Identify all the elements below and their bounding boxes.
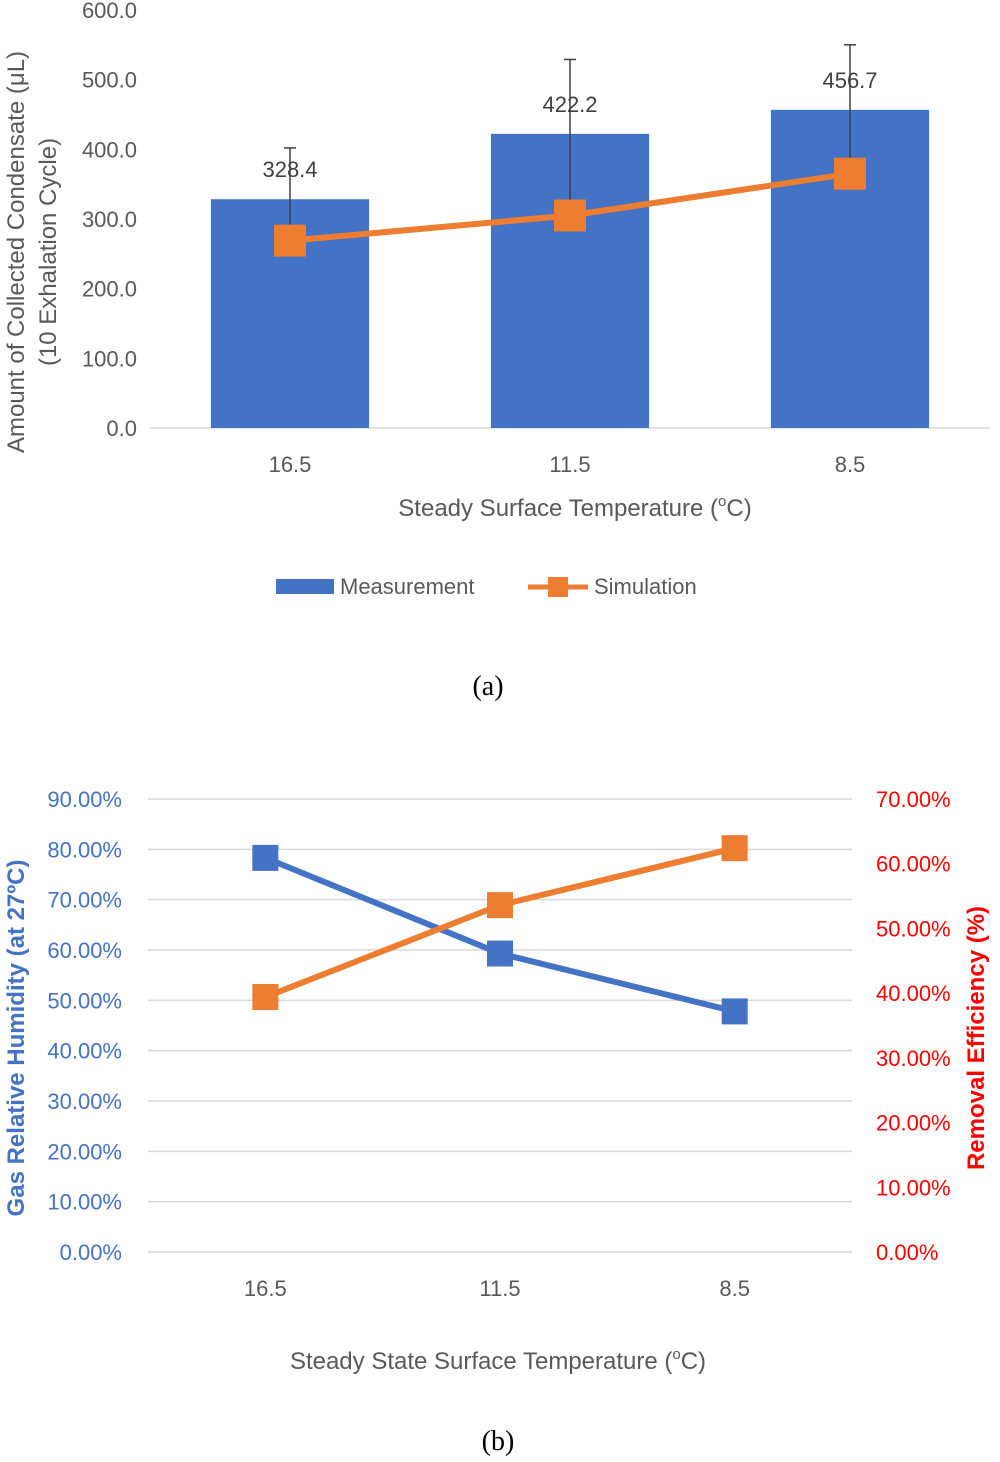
chart-b-left-y-tick-label: 0.00% [60, 1240, 122, 1265]
chart-a-error-bars [284, 44, 856, 251]
chart-b-humidity-marker [487, 940, 513, 967]
chart-a-y-tick-label: 0.0 [106, 416, 137, 441]
chart-b-left-y-tick-label: 70.00% [47, 888, 122, 913]
chart-b-right-y-axis-title: Removal Efficiency (%) [963, 906, 990, 1170]
chart-a-x-tick-label: 16.5 [269, 452, 312, 477]
chart-b-right-y-tick-label: 20.00% [876, 1111, 951, 1136]
chart-b-efficiency-marker [721, 835, 748, 862]
chart-b-humidity-line [264, 855, 736, 1015]
legend-measurement-label: Measurement [340, 574, 475, 599]
chart-b-x-tick-label: 11.5 [479, 1276, 520, 1301]
chart-a-y-tick-label: 600.0 [82, 0, 137, 23]
chart-a-y-tick-label: 200.0 [82, 277, 137, 302]
chart-b-humidity-marker [721, 998, 748, 1025]
chart-a-data-labels: 328.4 422.2 456.7 [262, 68, 877, 182]
chart-b-right-y-tick-label: 40.00% [876, 981, 951, 1006]
chart-a-data-label: 422.2 [542, 92, 597, 117]
chart-a-y-axis-title-line2: (10 Exhalation Cycle) [35, 138, 62, 366]
chart-b-x-ticks: 16.5 11.5 8.5 [244, 1276, 750, 1301]
panel-label-b: (b) [482, 1426, 515, 1457]
chart-b-left-y-tick-label: 40.00% [47, 1039, 122, 1064]
chart-b-x-tick-label: 16.5 [244, 1276, 287, 1301]
chart-a-x-tick-label: 8.5 [835, 452, 866, 477]
chart-b-left-y-tick-label: 50.00% [47, 988, 122, 1013]
chart-a-y-axis-title-line1: Amount of Collected Condensate (μL) [3, 51, 30, 453]
chart-a-data-label: 328.4 [262, 157, 317, 182]
chart-a-y-tick-label: 100.0 [82, 346, 137, 371]
chart-b-left-y-tick-label: 20.00% [47, 1139, 122, 1164]
panel-label-a: (a) [472, 671, 503, 702]
chart-b-left-y-tick-label: 90.00% [47, 787, 122, 812]
chart-a-y-tick-label: 300.0 [82, 207, 137, 232]
chart-b-x-tick-label: 8.5 [719, 1276, 750, 1301]
chart-b-left-y-tick-label: 80.00% [47, 837, 122, 862]
chart-b-right-y-tick-label: 10.00% [876, 1175, 951, 1200]
chart-a-simulation-marker [274, 224, 306, 257]
chart-b: 0.00% 10.00% 20.00% 30.00% 40.00% 50.00% 60.00… [3, 787, 990, 1457]
chart-a: 0.0 100.0 200.0 300.0 400.0 500.0 600.0 328.4 4… [3, 0, 990, 702]
chart-b-left-y-axis-title: Gas Relative Humidity (at 27ºC) [3, 860, 30, 1217]
chart-b-right-y-ticks: 0.00% 10.00% 20.00% 30.00% 40.00% 50.00% 60.00… [876, 787, 951, 1265]
chart-a-y-tick-label: 400.0 [82, 137, 137, 162]
chart-a-x-ticks: 16.5 11.5 8.5 [269, 452, 866, 477]
chart-b-x-axis-title: Steady State Surface Temperature (oC) [290, 1346, 706, 1375]
chart-b-left-y-tick-label: 60.00% [47, 938, 122, 963]
chart-b-efficiency-marker [487, 892, 513, 919]
chart-a-legend: Measurement Simulation [276, 574, 697, 599]
chart-a-y-axis-title: Amount of Collected Condensate (μL) (10 … [3, 51, 62, 453]
chart-b-right-y-tick-label: 0.00% [876, 1240, 938, 1265]
chart-b-right-y-tick-label: 70.00% [876, 787, 951, 812]
chart-b-efficiency-marker [252, 984, 279, 1011]
chart-a-simulation-marker [554, 199, 586, 232]
legend-measurement-swatch [276, 579, 334, 594]
chart-a-y-tick-label: 500.0 [82, 68, 137, 93]
legend-simulation-label: Simulation [594, 574, 697, 599]
chart-b-left-y-tick-label: 30.00% [47, 1089, 122, 1114]
chart-b-left-y-tick-label: 10.00% [47, 1190, 122, 1215]
chart-a-simulation-line [274, 157, 866, 257]
chart-b-right-y-tick-label: 60.00% [876, 852, 951, 877]
chart-b-efficiency-line [264, 845, 736, 1000]
chart-b-right-y-tick-label: 30.00% [876, 1046, 951, 1071]
chart-b-right-y-tick-label: 50.00% [876, 916, 951, 941]
chart-a-simulation-marker [834, 157, 866, 190]
chart-b-series [252, 835, 748, 1025]
chart-b-humidity-marker [252, 844, 279, 871]
chart-a-data-label: 456.7 [822, 68, 877, 93]
chart-a-x-tick-label: 11.5 [549, 452, 590, 477]
chart-a-x-axis-title: Steady Surface Temperature (oC) [398, 493, 751, 522]
chart-a-y-ticks: 0.0 100.0 200.0 300.0 400.0 500.0 600.0 [82, 0, 137, 441]
chart-b-left-y-ticks: 0.00% 10.00% 20.00% 30.00% 40.00% 50.00% 60.00… [47, 787, 122, 1265]
legend-simulation-marker [548, 577, 568, 597]
